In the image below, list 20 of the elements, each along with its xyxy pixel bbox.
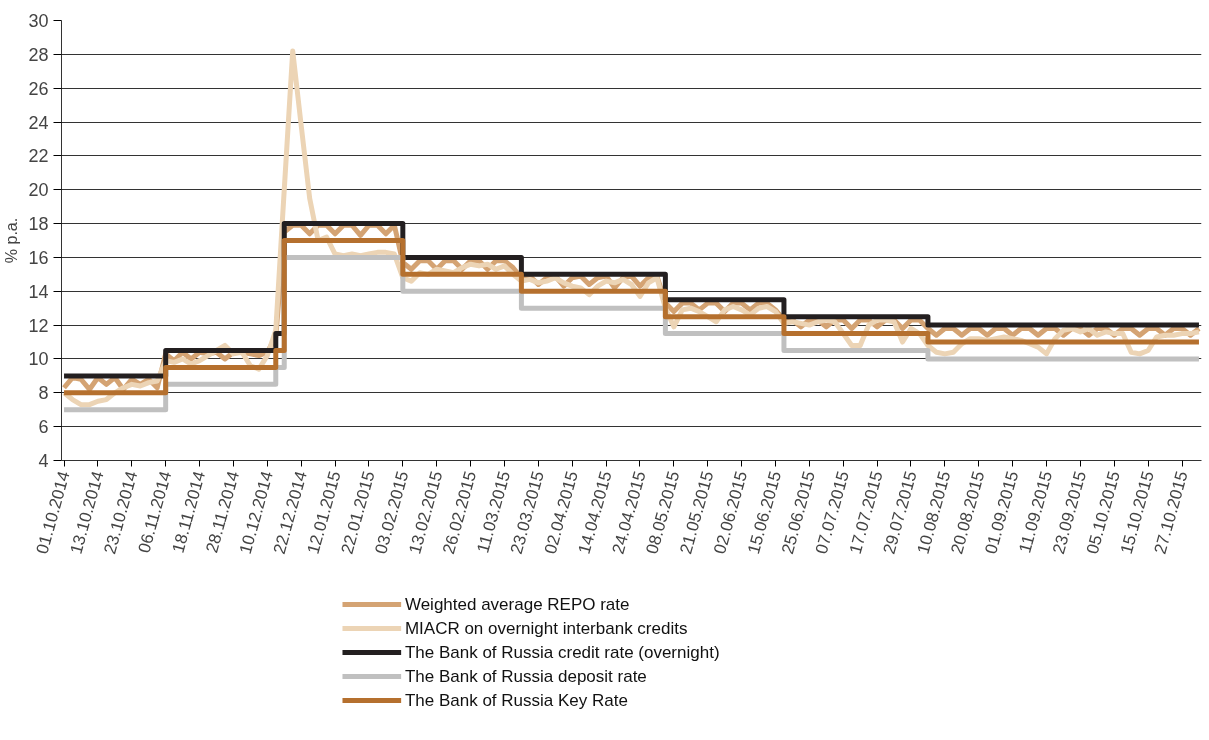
y-tick-label: 22	[28, 146, 49, 167]
legend-label: MIACR on overnight interbank credits	[404, 619, 688, 638]
y-tick-label: 28	[28, 44, 49, 65]
y-tick-label: 18	[28, 214, 49, 235]
legend-label: The Bank of Russia Key Rate	[404, 691, 628, 710]
y-tick-label: 10	[28, 349, 49, 370]
y-tick-label: 4	[38, 451, 49, 471]
y-tick-label: 26	[28, 78, 49, 99]
legend-label: Weighted average REPO rate	[404, 595, 630, 614]
y-tick-label: 24	[28, 112, 49, 133]
legend-label: The Bank of Russia credit rate (overnight)	[404, 643, 720, 662]
y-axis-title: % p.a.	[3, 217, 21, 264]
y-tick-label: 14	[28, 281, 49, 302]
legend-label: The Bank of Russia deposit rate	[404, 667, 647, 686]
y-tick-label: 12	[28, 315, 49, 336]
y-tick-label: 8	[38, 383, 49, 404]
y-tick-label: 20	[28, 180, 49, 201]
y-tick-label: 16	[28, 247, 49, 268]
y-tick-label: 30	[28, 11, 49, 31]
y-tick-label: 6	[38, 417, 49, 438]
